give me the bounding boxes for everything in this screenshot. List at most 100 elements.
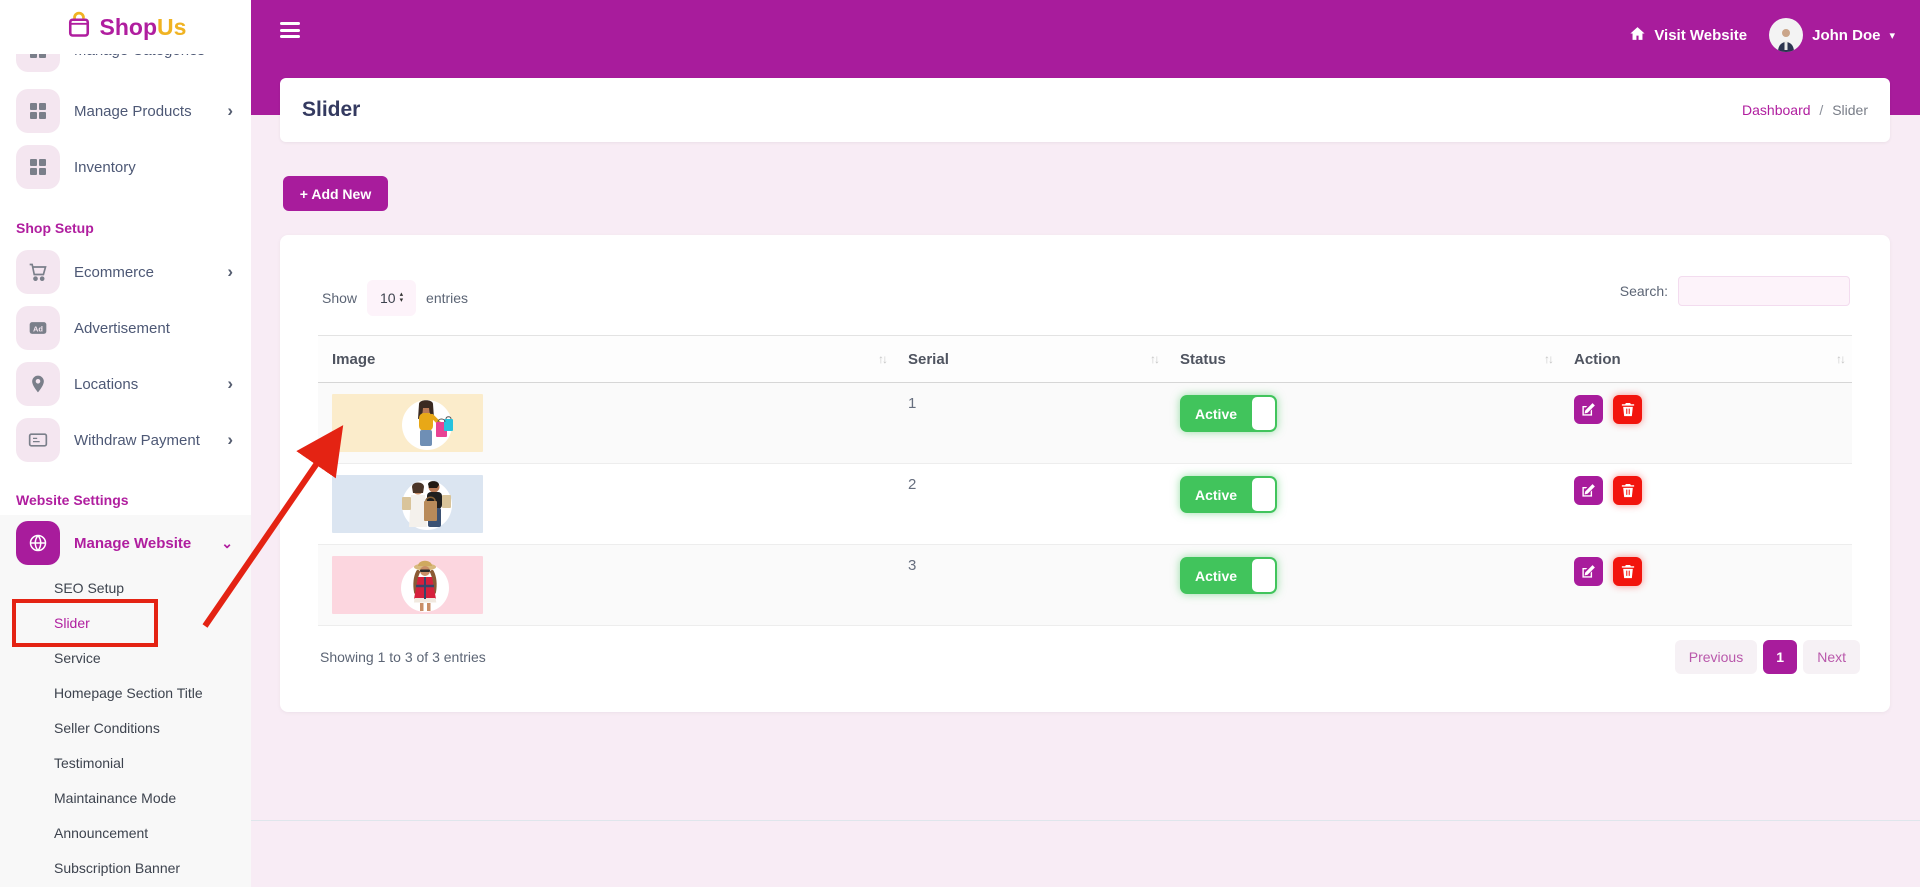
submenu-seller-conditions[interactable]: Seller Conditions bbox=[54, 719, 160, 736]
grid-icon bbox=[16, 89, 60, 133]
status-label: Active bbox=[1195, 486, 1238, 503]
sidebar-section-shop-setup: Shop Setup bbox=[16, 220, 94, 236]
sort-icon: ↑↓ bbox=[1544, 352, 1554, 366]
select-arrows-icon: ▴ ▾ bbox=[399, 291, 404, 304]
sidebar-item-label: Manage Website bbox=[74, 534, 192, 552]
submenu-seo-setup[interactable]: SEO Setup bbox=[54, 579, 125, 596]
table-row: 2 Active bbox=[318, 464, 1852, 545]
sort-icon: ↑↓ bbox=[878, 352, 888, 366]
status-label: Active bbox=[1195, 567, 1238, 584]
search-input[interactable] bbox=[1678, 276, 1850, 306]
submenu-service[interactable]: Service bbox=[54, 649, 101, 666]
breadcrumb-separator: / bbox=[1819, 102, 1824, 118]
chevron-right-icon: › bbox=[227, 430, 233, 449]
sidebar-item-inventory[interactable]: Inventory bbox=[0, 139, 251, 195]
length-prefix: Show bbox=[322, 290, 358, 306]
column-header-image[interactable]: Image ↑↓ bbox=[332, 350, 888, 368]
payment-card-icon bbox=[16, 418, 60, 462]
table-row: 3 Active bbox=[318, 545, 1852, 626]
visit-website-label: Visit Website bbox=[1654, 26, 1748, 44]
pagination-next[interactable]: Next bbox=[1803, 640, 1860, 674]
brand-logo[interactable]: ShopUs bbox=[0, 0, 251, 54]
shopping-bag-icon bbox=[65, 11, 93, 44]
column-header-serial[interactable]: Serial ↑↓ bbox=[908, 350, 1160, 368]
submenu-testimonial[interactable]: Testimonial bbox=[54, 754, 125, 771]
edit-button[interactable] bbox=[1574, 557, 1603, 586]
delete-button[interactable] bbox=[1613, 476, 1643, 505]
sidebar-item-locations[interactable]: Locations › bbox=[0, 356, 251, 412]
pagination-page-1[interactable]: 1 bbox=[1763, 640, 1798, 674]
sidebar-item-withdraw-payment[interactable]: Withdraw Payment › bbox=[0, 412, 251, 468]
sidebar-item-manage-website[interactable]: Manage Website ⌄ bbox=[0, 515, 251, 571]
submenu-maintainance-mode[interactable]: Maintainance Mode bbox=[54, 789, 177, 806]
serial-cell: 3 bbox=[908, 557, 917, 574]
sort-icon: ↑↓ bbox=[1836, 352, 1846, 366]
submenu-slider[interactable]: Slider bbox=[54, 614, 90, 631]
sidebar-item-manage-products[interactable]: Manage Products › bbox=[0, 83, 251, 139]
user-menu[interactable]: John Doe ▾ bbox=[1769, 18, 1895, 52]
status-toggle[interactable]: Active bbox=[1180, 395, 1277, 432]
sidebar-item-label: Locations bbox=[74, 375, 139, 393]
brand-name-secondary: Us bbox=[157, 13, 187, 40]
page-title: Slider bbox=[302, 98, 361, 121]
entries-select[interactable]: 10 ▴ ▾ bbox=[367, 280, 417, 316]
delete-button[interactable] bbox=[1613, 557, 1643, 586]
status-toggle[interactable]: Active bbox=[1180, 557, 1277, 594]
edit-button[interactable] bbox=[1574, 476, 1603, 505]
submenu-homepage-section-title[interactable]: Homepage Section Title bbox=[54, 684, 203, 701]
pagination-previous[interactable]: Previous bbox=[1674, 640, 1758, 674]
sidebar-item-label: Inventory bbox=[74, 158, 136, 176]
column-header-status[interactable]: Status ↑↓ bbox=[1180, 350, 1554, 368]
chevron-right-icon: › bbox=[227, 262, 233, 281]
submenu-announcement[interactable]: Announcement bbox=[54, 824, 149, 841]
serial-cell: 1 bbox=[908, 395, 917, 412]
sidebar: Manage Categories Manage Products › Inve… bbox=[0, 0, 251, 887]
breadcrumb: Dashboard / Slider bbox=[1742, 102, 1868, 118]
main-area: Visit Website John Doe ▾ Slider Dashboar… bbox=[251, 0, 1920, 887]
chevron-right-icon: › bbox=[227, 101, 233, 120]
slider-image bbox=[332, 475, 483, 533]
sidebar-section-website-settings: Website Settings bbox=[16, 492, 129, 508]
toggle-knob bbox=[1252, 397, 1275, 430]
visit-website-link[interactable]: Visit Website bbox=[1629, 25, 1747, 46]
status-toggle[interactable]: Active bbox=[1180, 476, 1277, 513]
user-name: John Doe bbox=[1812, 26, 1881, 44]
breadcrumb-current: Slider bbox=[1832, 102, 1868, 118]
sidebar-item-label: Advertisement bbox=[74, 319, 170, 337]
sort-icon: ↑↓ bbox=[1150, 352, 1160, 366]
page-header: Slider Dashboard / Slider bbox=[280, 78, 1890, 142]
slider-image bbox=[332, 556, 483, 614]
delete-button[interactable] bbox=[1613, 395, 1643, 424]
svg-text:Ad: Ad bbox=[33, 324, 43, 333]
sidebar-item-label: Manage Products bbox=[74, 102, 192, 120]
length-suffix: entries bbox=[426, 290, 469, 306]
table-header-row: Image ↑↓ Serial ↑↓ Status ↑↓ Action ↑↓ bbox=[318, 335, 1852, 383]
caret-down-icon: ▾ bbox=[1889, 29, 1895, 42]
avatar bbox=[1769, 18, 1804, 52]
chevron-right-icon: › bbox=[227, 374, 233, 393]
data-card: Show 10 ▴ ▾ entries Search: Image ↑↓ Seri… bbox=[280, 235, 1890, 712]
hamburger-menu-icon[interactable] bbox=[280, 22, 300, 38]
sidebar-item-advertisement[interactable]: Ad Advertisement bbox=[0, 300, 251, 356]
sidebar-item-ecommerce[interactable]: Ecommerce › bbox=[0, 244, 251, 300]
chevron-down-icon: ⌄ bbox=[221, 534, 233, 551]
footer bbox=[251, 820, 1920, 887]
table-length-control: Show 10 ▴ ▾ entries bbox=[322, 280, 468, 316]
map-pin-icon bbox=[16, 362, 60, 406]
entries-select-value: 10 bbox=[379, 290, 396, 306]
column-header-action[interactable]: Action ↑↓ bbox=[1574, 350, 1846, 368]
cart-icon bbox=[16, 250, 60, 294]
toggle-knob bbox=[1252, 559, 1275, 592]
table-info: Showing 1 to 3 of 3 entries bbox=[320, 649, 486, 665]
breadcrumb-dashboard-link[interactable]: Dashboard bbox=[1742, 102, 1811, 118]
table-search-control: Search: bbox=[1620, 276, 1850, 306]
brand-name-primary: Shop bbox=[99, 13, 158, 40]
edit-button[interactable] bbox=[1574, 395, 1603, 424]
slider-table: Image ↑↓ Serial ↑↓ Status ↑↓ Action ↑↓ bbox=[318, 335, 1852, 626]
table-row: 1 Active bbox=[318, 383, 1852, 464]
add-new-button[interactable]: + Add New bbox=[283, 176, 388, 211]
submenu-subscription-banner[interactable]: Subscription Banner bbox=[54, 859, 181, 876]
search-label: Search: bbox=[1619, 283, 1668, 299]
sidebar-item-label: Withdraw Payment bbox=[74, 431, 200, 449]
home-icon bbox=[1629, 25, 1646, 46]
